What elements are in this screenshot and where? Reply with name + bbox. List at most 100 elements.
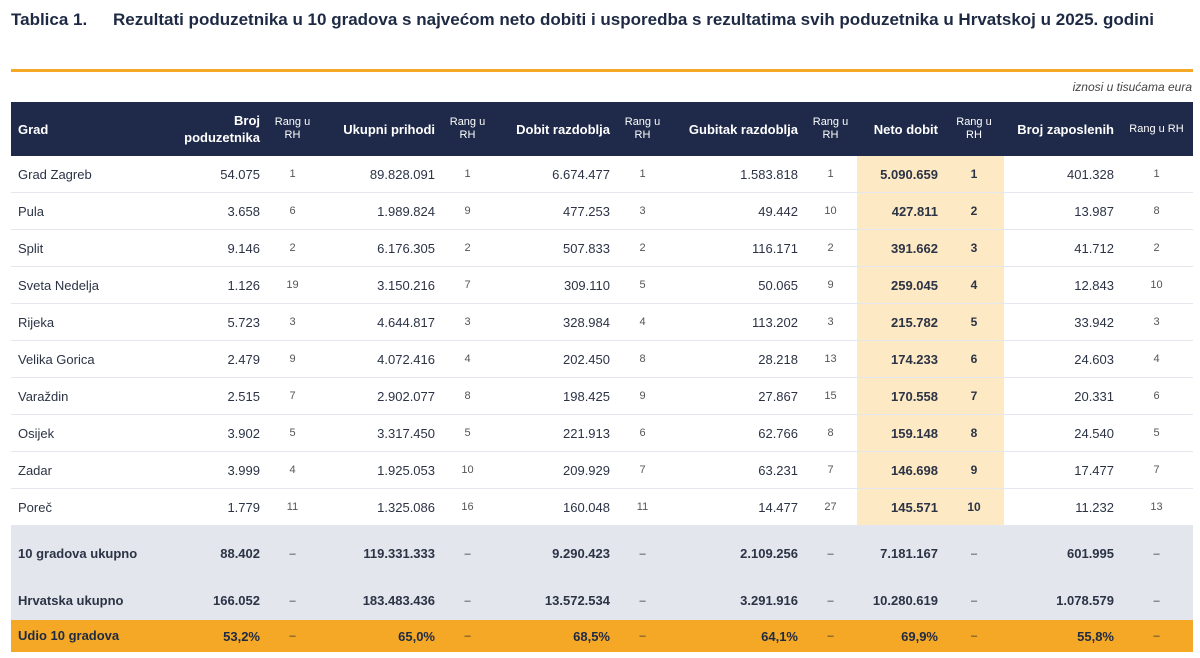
gubitak-rank: 2 bbox=[804, 229, 857, 267]
broj-value: 2.515 bbox=[163, 377, 266, 415]
gubitak-rank: 7 bbox=[804, 451, 857, 489]
neto-value: 391.662 bbox=[857, 229, 944, 267]
summary-row-10-gradova: 10 gradova ukupno 88.402–119.331.333–9.29… bbox=[11, 525, 1193, 581]
header-zaposleni: Broj zaposlenih bbox=[1004, 102, 1120, 156]
rank-dash: – bbox=[1120, 620, 1193, 652]
city-name: Sveta Nedelja bbox=[11, 266, 163, 304]
prihodi-rank: 7 bbox=[441, 266, 494, 304]
neto-rank: 5 bbox=[944, 303, 1004, 341]
dobit-value: 328.984 bbox=[494, 303, 616, 341]
header-rang: Rang u RH bbox=[266, 102, 319, 156]
gubitak-value: 62.766 bbox=[669, 414, 804, 452]
prihodi-rank: 9 bbox=[441, 192, 494, 230]
prihodi-rank: 8 bbox=[441, 377, 494, 415]
dobit-value: 13.572.534 bbox=[494, 581, 616, 620]
broj-value: 9.146 bbox=[163, 229, 266, 267]
rank-dash: – bbox=[1120, 581, 1193, 620]
gubitak-value: 3.291.916 bbox=[669, 581, 804, 620]
prihodi-value: 1.325.086 bbox=[319, 488, 441, 526]
header-grad: Grad bbox=[11, 102, 163, 156]
dobit-rank: 6 bbox=[616, 414, 669, 452]
prihodi-value: 3.150.216 bbox=[319, 266, 441, 304]
broj-rank: 11 bbox=[266, 488, 319, 526]
broj-value: 54.075 bbox=[163, 156, 266, 193]
zaposleni-value: 55,8% bbox=[1004, 620, 1120, 652]
city-name: Grad Zagreb bbox=[11, 156, 163, 193]
table-caption: Rezultati poduzetnika u 10 gradova s naj… bbox=[113, 10, 1154, 29]
gubitak-value: 28.218 bbox=[669, 340, 804, 378]
rank-dash: – bbox=[944, 620, 1004, 652]
broj-value: 166.052 bbox=[163, 581, 266, 620]
gubitak-value: 2.109.256 bbox=[669, 525, 804, 581]
broj-rank: 3 bbox=[266, 303, 319, 341]
header-rang: Rang u RH bbox=[804, 102, 857, 156]
dobit-rank: 1 bbox=[616, 156, 669, 193]
neto-rank: 6 bbox=[944, 340, 1004, 378]
dobit-value: 68,5% bbox=[494, 620, 616, 652]
gubitak-rank: 27 bbox=[804, 488, 857, 526]
gubitak-rank: 15 bbox=[804, 377, 857, 415]
neto-value: 159.148 bbox=[857, 414, 944, 452]
share-row: Udio 10 gradova 53,2% –65,0% –68,5% –64,1% –6… bbox=[11, 620, 1193, 652]
header-rang: Rang u RH bbox=[944, 102, 1004, 156]
gubitak-rank: 13 bbox=[804, 340, 857, 378]
dobit-rank: 8 bbox=[616, 340, 669, 378]
prihodi-value: 4.072.416 bbox=[319, 340, 441, 378]
city-name: Zadar bbox=[11, 451, 163, 489]
header-gubitak: Gubitak razdoblja bbox=[669, 102, 804, 156]
table-row: Pula 3.658 6 1.989.824 9 477.253 3 49.442 10 427.… bbox=[11, 192, 1193, 230]
zaposleni-rank: 3 bbox=[1120, 303, 1193, 341]
gubitak-value: 113.202 bbox=[669, 303, 804, 341]
table-row: Grad Zagreb 54.075 1 89.828.091 1 6.674.477 1 1… bbox=[11, 156, 1193, 193]
zaposleni-rank: 10 bbox=[1120, 266, 1193, 304]
zaposleni-value: 24.603 bbox=[1004, 340, 1120, 378]
city-name: Rijeka bbox=[11, 303, 163, 341]
dobit-rank: 11 bbox=[616, 488, 669, 526]
city-name: Pula bbox=[11, 192, 163, 230]
units-note: iznosi u tisućama eura bbox=[1072, 80, 1192, 94]
neto-value: 145.571 bbox=[857, 488, 944, 526]
broj-value: 3.999 bbox=[163, 451, 266, 489]
neto-value: 146.698 bbox=[857, 451, 944, 489]
dobit-value: 6.674.477 bbox=[494, 156, 616, 193]
rank-dash: – bbox=[1120, 525, 1193, 581]
dobit-value: 507.833 bbox=[494, 229, 616, 267]
neto-value: 7.181.167 bbox=[857, 525, 944, 581]
header-dobit: Dobit razdoblja bbox=[494, 102, 616, 156]
header-rang: Rang u RH bbox=[616, 102, 669, 156]
zaposleni-value: 601.995 bbox=[1004, 525, 1120, 581]
prihodi-rank: 3 bbox=[441, 303, 494, 341]
neto-rank: 8 bbox=[944, 414, 1004, 452]
broj-value: 2.479 bbox=[163, 340, 266, 378]
rank-dash: – bbox=[804, 581, 857, 620]
table-title: Tablica 1. Rezultati poduzetnika u 10 gr… bbox=[11, 6, 1191, 33]
dobit-value: 198.425 bbox=[494, 377, 616, 415]
prihodi-value: 1.989.824 bbox=[319, 192, 441, 230]
gubitak-value: 1.583.818 bbox=[669, 156, 804, 193]
summary-name: Hrvatska ukupno bbox=[11, 581, 163, 620]
zaposleni-value: 1.078.579 bbox=[1004, 581, 1120, 620]
zaposleni-rank: 4 bbox=[1120, 340, 1193, 378]
dobit-value: 9.290.423 bbox=[494, 525, 616, 581]
neto-rank: 2 bbox=[944, 192, 1004, 230]
zaposleni-value: 401.328 bbox=[1004, 156, 1120, 193]
prihodi-value: 2.902.077 bbox=[319, 377, 441, 415]
gubitak-value: 49.442 bbox=[669, 192, 804, 230]
rank-dash: – bbox=[944, 525, 1004, 581]
results-table: Grad Broj poduzetnika Rang u RH Ukupni p… bbox=[11, 102, 1193, 652]
dobit-rank: 9 bbox=[616, 377, 669, 415]
broj-rank: 19 bbox=[266, 266, 319, 304]
broj-rank: 9 bbox=[266, 340, 319, 378]
neto-value: 215.782 bbox=[857, 303, 944, 341]
dobit-value: 221.913 bbox=[494, 414, 616, 452]
gubitak-rank: 8 bbox=[804, 414, 857, 452]
neto-value: 5.090.659 bbox=[857, 156, 944, 193]
zaposleni-rank: 5 bbox=[1120, 414, 1193, 452]
table-row: Poreč 1.779 11 1.325.086 16 160.048 11 14.477 27… bbox=[11, 488, 1193, 526]
title-divider bbox=[11, 69, 1193, 72]
neto-rank: 7 bbox=[944, 377, 1004, 415]
gubitak-value: 64,1% bbox=[669, 620, 804, 652]
city-name: Split bbox=[11, 229, 163, 267]
dobit-value: 309.110 bbox=[494, 266, 616, 304]
dobit-rank: 4 bbox=[616, 303, 669, 341]
